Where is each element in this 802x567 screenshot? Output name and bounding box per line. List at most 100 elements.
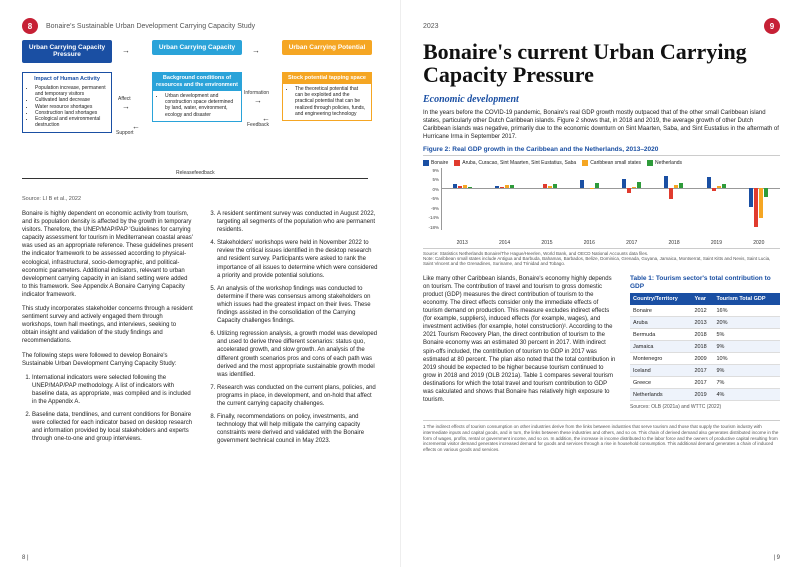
- x-tick: 2017: [611, 240, 653, 246]
- paragraph: This study incorporates stakeholder conc…: [22, 305, 193, 345]
- table-source: Sources: OLB (2021a) and WTTC (2022): [630, 404, 780, 410]
- flow-sub-background: Background conditions of resources and t…: [152, 72, 242, 122]
- chart-bar: [749, 188, 753, 206]
- chart-plot: [441, 168, 780, 230]
- chart-bar: [495, 186, 499, 188]
- chart-bar: [717, 186, 721, 188]
- left-header-title: Bonaire's Sustainable Urban Development …: [46, 23, 255, 30]
- lower-paragraph: Like many other Caribbean islands, Bonai…: [423, 275, 618, 411]
- chart-bar: [632, 187, 636, 188]
- y-tick: 0%: [423, 187, 439, 192]
- table-cell: 9%: [714, 341, 781, 353]
- flow-box-pressure: Urban Carrying Capacity Pressure: [22, 40, 112, 63]
- table-cell: 20%: [714, 317, 781, 329]
- legend-item: Netherlands: [647, 160, 682, 166]
- chart-bar: [669, 188, 673, 198]
- legend-item: Bonaire: [423, 160, 448, 166]
- y-tick: 9%: [423, 168, 439, 173]
- x-tick: 2018: [653, 240, 695, 246]
- chart-bar: [674, 185, 678, 188]
- arrow-label-releasefeedback: Releasefeedback: [172, 170, 219, 176]
- chart-bar: [453, 184, 457, 189]
- flow-box-capacity: Urban Carrying Capacity: [152, 40, 242, 55]
- right-page-number: | 9: [773, 555, 780, 561]
- left-page-badge: 8: [22, 18, 38, 34]
- chart-bar: [754, 188, 758, 227]
- table-header: Country/Territory: [630, 293, 691, 305]
- tourism-table: Country/TerritoryYearTourism Total GDP B…: [630, 293, 780, 401]
- tourism-table-wrap: Table 1: Tourism sector's total contribu…: [630, 275, 780, 411]
- table-cell: 16%: [714, 305, 781, 317]
- y-tick: -9%: [423, 206, 439, 211]
- x-tick: 2014: [483, 240, 525, 246]
- table-cell: 2017: [691, 377, 713, 389]
- flow-sub-title: Background conditions of resources and t…: [153, 73, 241, 91]
- arrow-icon: ←: [132, 122, 140, 131]
- chart-bar: [543, 184, 547, 188]
- chart-bar: [722, 184, 726, 189]
- page-left: 8 Bonaire's Sustainable Urban Developmen…: [0, 0, 401, 567]
- table-row: Bermuda20185%: [630, 329, 780, 341]
- chart-bar: [505, 185, 509, 188]
- intro-paragraph: In the years before the COVID-19 pandemi…: [423, 109, 780, 141]
- step-item: A resident sentiment survey was conducte…: [217, 210, 378, 234]
- table-row: Bonaire201216%: [630, 305, 780, 317]
- chart-bar: [595, 183, 599, 188]
- chart-y-axis: 9%5%0%-5%-9%-14%-18%: [423, 168, 439, 230]
- table-cell: 9%: [714, 365, 781, 377]
- flow-sub-text: Urban development and construction space…: [165, 93, 237, 118]
- table-cell: 2009: [691, 353, 713, 365]
- chart-source: Source: Statistics Netherlands Bonaire/T…: [423, 251, 780, 267]
- chart-bar: [580, 180, 584, 188]
- flow-sub-text: The theoretical potential that can be ex…: [295, 86, 367, 117]
- table-cell: 5%: [714, 329, 781, 341]
- flow-bullet: Population increase, permanent and tempo…: [35, 85, 107, 98]
- table-cell: Iceland: [630, 365, 691, 377]
- table-row: Aruba201320%: [630, 317, 780, 329]
- step-item: An analysis of the workshop findings was…: [217, 285, 378, 325]
- table-cell: Greece: [630, 377, 691, 389]
- chart-bar: [712, 188, 716, 190]
- table-cell: 2017: [691, 365, 713, 377]
- chart-bar: [510, 185, 514, 188]
- table-cell: Bonaire: [630, 305, 691, 317]
- table-title: Table 1: Tourism sector's total contribu…: [630, 275, 780, 291]
- figure-title: Figure 2: Real GDP growth in the Caribbe…: [423, 146, 780, 153]
- x-tick: 2016: [568, 240, 610, 246]
- legend-item: Aruba, Curacao, Sint Maarten, Sint Eusta…: [454, 160, 576, 166]
- table-row: Iceland20179%: [630, 365, 780, 377]
- left-page-number: 8 |: [22, 555, 29, 561]
- flow-sub-title: Impact of Human Activity: [27, 76, 107, 83]
- chart-bar: [463, 185, 467, 188]
- table-row: Jamaica20189%: [630, 341, 780, 353]
- chart-bar: [759, 188, 763, 218]
- chart-bar: [707, 177, 711, 188]
- table-header: Year: [691, 293, 713, 305]
- right-header: 2023 9: [423, 18, 780, 34]
- arrow-icon: ←: [262, 114, 270, 123]
- right-header-year: 2023: [423, 23, 439, 30]
- flow-source: Source: LI B et al., 2022: [22, 196, 378, 202]
- chart-x-axis: 20132014201520162017201820192020: [423, 240, 780, 246]
- flowchart: Urban Carrying Capacity Pressure Urban C…: [22, 40, 378, 190]
- left-header: 8 Bonaire's Sustainable Urban Developmen…: [22, 18, 378, 34]
- chart-bar: [590, 188, 594, 189]
- table-row: Netherlands20194%: [630, 389, 780, 401]
- step-item: Finally, recommendations on policy, inve…: [217, 413, 378, 445]
- table-header: Tourism Total GDP: [714, 293, 781, 305]
- table-cell: 2018: [691, 329, 713, 341]
- paragraph: The following steps were followed to dev…: [22, 352, 193, 368]
- arrow-label-support: Support: [116, 130, 134, 136]
- legend-item: Caribbean small states: [582, 160, 641, 166]
- x-tick: 2019: [695, 240, 737, 246]
- step-item: International indicators were selected f…: [32, 374, 193, 406]
- table-row: Greece20177%: [630, 377, 780, 389]
- table-row: Montenegro200910%: [630, 353, 780, 365]
- table-cell: 2018: [691, 341, 713, 353]
- table-cell: Netherlands: [630, 389, 691, 401]
- chart-bar: [468, 187, 472, 188]
- arrow-icon: →: [252, 46, 260, 55]
- chart-bar: [458, 186, 462, 188]
- x-tick: 2013: [441, 240, 483, 246]
- step-item: Stakeholders' workshops were held in Nov…: [217, 239, 378, 279]
